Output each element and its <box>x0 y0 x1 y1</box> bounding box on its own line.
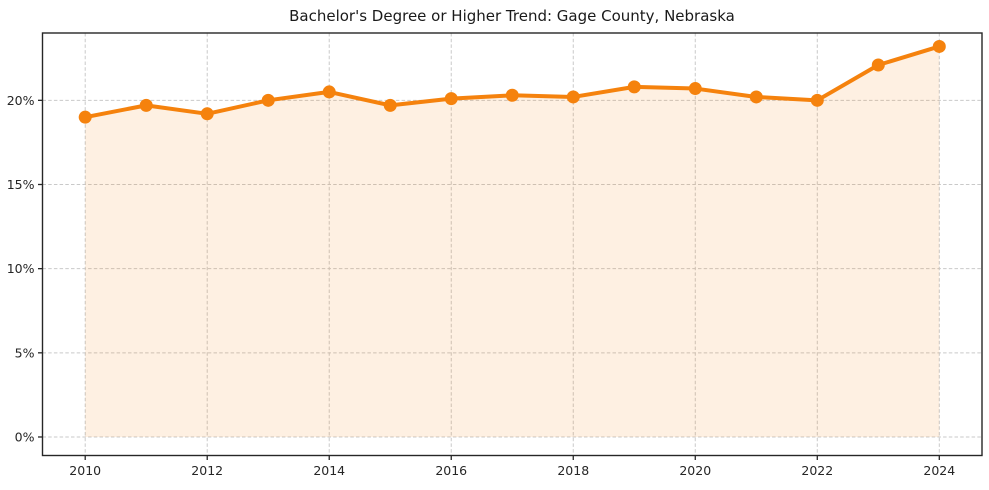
data-point <box>810 93 824 107</box>
data-point <box>749 90 763 104</box>
x-tick-label: 2016 <box>435 463 467 478</box>
x-axis-tick-labels: 2010 2012 2014 2016 2018 2020 2022 2024 <box>69 463 955 478</box>
data-point <box>322 85 336 99</box>
x-tick-label: 2024 <box>923 463 955 478</box>
axes-spines <box>41 32 983 457</box>
data-point <box>627 80 641 94</box>
y-tick-label: 5% <box>15 345 35 360</box>
data-point <box>444 92 458 106</box>
x-tick-label: 2014 <box>313 463 345 478</box>
y-tick-label: 10% <box>7 261 35 276</box>
x-tick-label: 2012 <box>191 463 223 478</box>
tick-marks <box>38 99 940 460</box>
data-point <box>261 93 275 107</box>
chart-title: Bachelor's Degree or Higher Trend: Gage … <box>289 7 735 25</box>
data-point <box>932 39 946 53</box>
y-tick-label: 0% <box>15 429 35 444</box>
area-fill <box>85 46 940 437</box>
y-axis-tick-labels: 0% 5% 10% 15% 20% <box>7 93 35 445</box>
data-point <box>505 88 519 102</box>
y-tick-label: 15% <box>7 177 35 192</box>
data-point <box>139 98 153 112</box>
data-point <box>383 98 397 112</box>
data-point <box>78 110 92 124</box>
data-point <box>688 82 702 96</box>
area-under-line <box>85 46 940 437</box>
data-point-markers <box>78 39 946 124</box>
x-tick-label: 2010 <box>69 463 101 478</box>
x-tick-label: 2022 <box>801 463 833 478</box>
data-point <box>566 90 580 104</box>
plot-border <box>41 32 983 457</box>
y-tick-label: 20% <box>7 93 35 108</box>
data-point <box>871 58 885 72</box>
x-tick-label: 2018 <box>557 463 589 478</box>
data-point <box>200 107 214 121</box>
x-tick-label: 2020 <box>679 463 711 478</box>
